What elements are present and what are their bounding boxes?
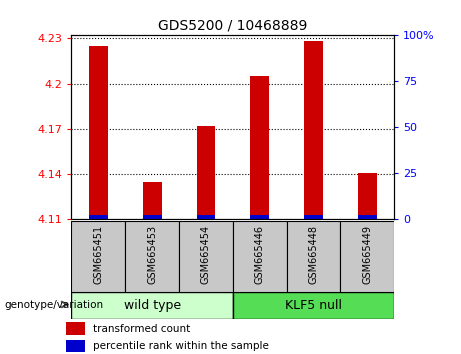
Bar bbox=[358, 173, 377, 219]
Bar bbox=[304, 41, 323, 219]
Bar bbox=[358, 215, 377, 219]
Text: percentile rank within the sample: percentile rank within the sample bbox=[93, 341, 269, 351]
Bar bbox=[71, 221, 125, 292]
Text: GSM665448: GSM665448 bbox=[308, 225, 319, 284]
Bar bbox=[233, 221, 287, 292]
Bar bbox=[65, 340, 85, 352]
Text: transformed count: transformed count bbox=[93, 324, 190, 333]
Bar bbox=[143, 182, 161, 219]
Bar bbox=[196, 126, 215, 219]
Bar bbox=[196, 215, 215, 219]
Bar bbox=[340, 221, 394, 292]
Text: KLF5 null: KLF5 null bbox=[285, 299, 342, 312]
Bar bbox=[143, 215, 161, 219]
Text: GSM665446: GSM665446 bbox=[254, 225, 265, 284]
Bar bbox=[179, 221, 233, 292]
Bar bbox=[250, 215, 269, 219]
Bar bbox=[89, 46, 108, 219]
Text: wild type: wild type bbox=[124, 299, 181, 312]
Bar bbox=[250, 76, 269, 219]
Bar bbox=[71, 292, 233, 319]
Title: GDS5200 / 10468889: GDS5200 / 10468889 bbox=[158, 19, 307, 33]
Text: GSM665453: GSM665453 bbox=[147, 225, 157, 284]
Bar bbox=[233, 292, 394, 319]
Text: genotype/variation: genotype/variation bbox=[5, 300, 104, 310]
Text: GSM665451: GSM665451 bbox=[93, 225, 103, 284]
Text: GSM665449: GSM665449 bbox=[362, 225, 372, 284]
Bar bbox=[89, 215, 108, 219]
Text: GSM665454: GSM665454 bbox=[201, 225, 211, 284]
Bar bbox=[65, 322, 85, 335]
Bar bbox=[125, 221, 179, 292]
Bar bbox=[304, 215, 323, 219]
Bar bbox=[287, 221, 340, 292]
